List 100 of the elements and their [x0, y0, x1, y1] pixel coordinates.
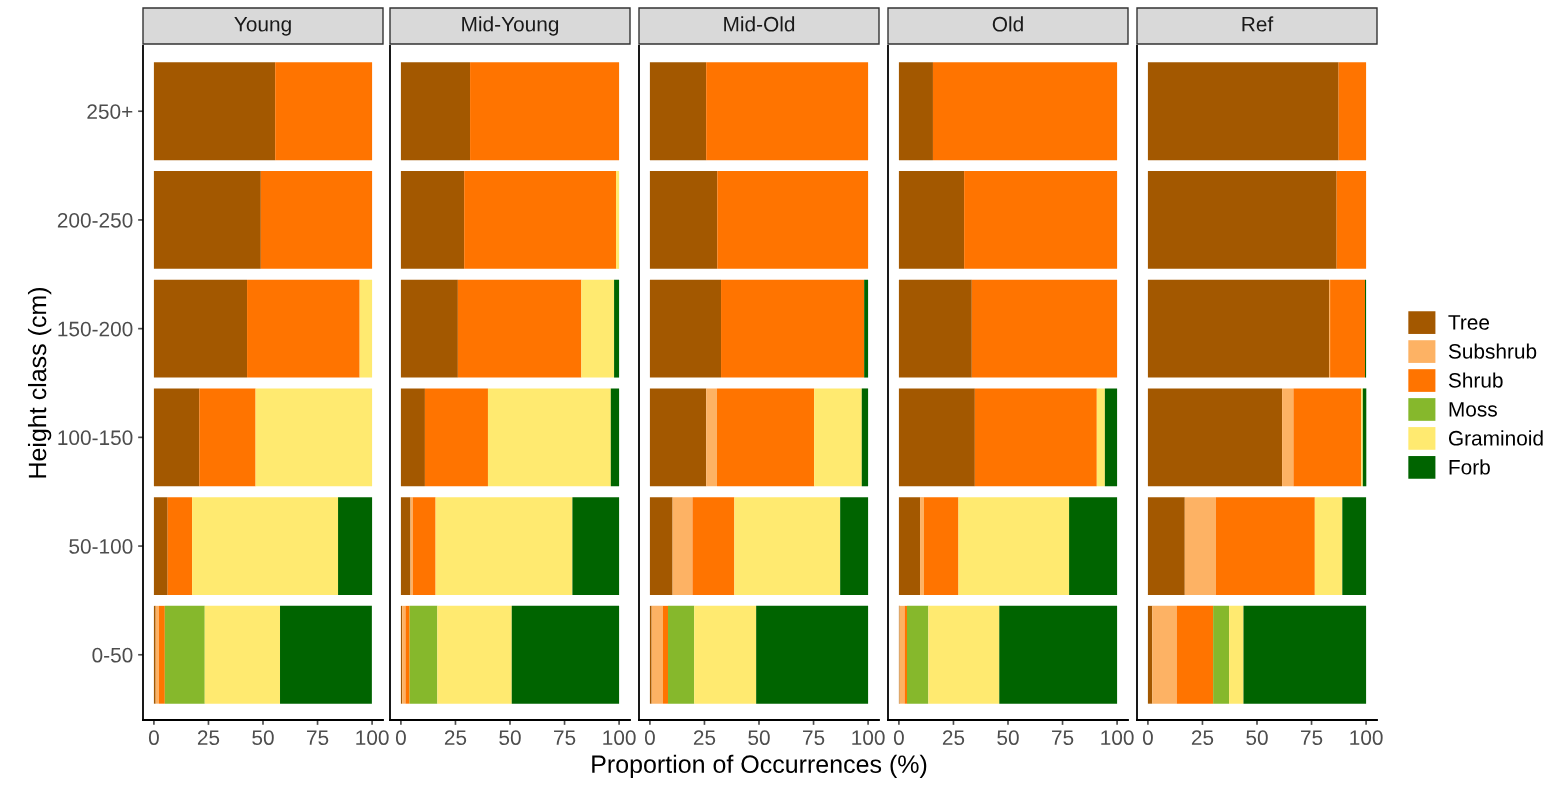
bar [359, 279, 373, 378]
bar [1147, 171, 1337, 269]
bar [1213, 605, 1230, 704]
x-tick-label: 0 [395, 730, 406, 746]
bar [581, 279, 615, 378]
bar [958, 497, 1070, 595]
bar [614, 279, 620, 378]
bar [716, 388, 815, 487]
bar [167, 497, 193, 595]
bar [610, 388, 620, 487]
x-tick-label: 100 [603, 730, 636, 746]
bar [280, 605, 372, 704]
bar [409, 605, 438, 704]
bar [1229, 605, 1244, 704]
x-tick-label: 50 [1246, 730, 1268, 746]
chart-title: Young [234, 17, 291, 36]
legend-label: Subshrub [1448, 343, 1537, 359]
bar [651, 605, 663, 704]
bar [920, 497, 924, 595]
bar [400, 62, 471, 161]
x-tick-label: 50 [499, 730, 521, 746]
bar [470, 62, 620, 161]
bar [928, 605, 1000, 704]
bar [435, 497, 573, 595]
legend-label: Moss [1449, 402, 1497, 417]
bar [487, 388, 611, 487]
x-tick-label: 0 [893, 730, 904, 746]
bar [1330, 279, 1365, 378]
bar [692, 497, 735, 595]
bar [1147, 279, 1329, 378]
chart-title: Ref [1242, 16, 1274, 32]
bar [898, 388, 975, 487]
bar [410, 497, 413, 595]
bar [405, 605, 410, 704]
x-tick-label: 100 [852, 730, 885, 746]
bar [153, 497, 168, 595]
x-tick-label: 0 [148, 730, 159, 746]
x-axis-title: Proportion of Occurrences (%) [592, 754, 927, 778]
bar [721, 279, 865, 378]
y-tick-label: 100-150 [58, 430, 133, 446]
bar [717, 171, 869, 269]
x-tick-label: 25 [693, 730, 716, 746]
bar [706, 388, 717, 487]
bar [158, 605, 165, 704]
bar [668, 605, 695, 704]
bar [649, 171, 718, 269]
bar [649, 388, 707, 487]
x-tick-label: 25 [444, 730, 467, 746]
bar [864, 279, 869, 378]
x-tick-label: 100 [356, 730, 389, 746]
bar [840, 497, 869, 595]
bar [906, 605, 929, 704]
bar [1147, 388, 1283, 487]
bar [275, 62, 373, 161]
bar [572, 497, 620, 595]
bar [412, 497, 436, 595]
x-tick-label: 75 [803, 730, 825, 746]
bar [1314, 497, 1343, 595]
bar [649, 62, 707, 161]
x-tick-label: 75 [307, 730, 329, 746]
bar [1147, 497, 1185, 595]
bar [964, 171, 1118, 269]
bar [1147, 62, 1339, 161]
bar [511, 605, 620, 704]
bar [464, 171, 617, 269]
bar [734, 497, 841, 595]
bar [899, 605, 905, 704]
bar [1293, 388, 1362, 487]
x-tick-label: 50 [997, 730, 1019, 746]
x-tick-label: 25 [1191, 730, 1214, 746]
x-tick-label: 50 [748, 730, 770, 746]
bar [756, 605, 869, 704]
x-tick-label: 100 [1101, 730, 1134, 746]
bar [400, 171, 465, 269]
bar [400, 497, 411, 595]
bar [694, 605, 757, 704]
bar [153, 279, 248, 378]
x-tick-label: 75 [1301, 730, 1323, 746]
bar [649, 279, 722, 378]
x-tick-label: 0 [644, 730, 655, 746]
bar [1338, 62, 1367, 161]
bar [164, 605, 205, 704]
y-tick-label: 50-100 [69, 539, 133, 554]
y-axis-title: Height class (cm) [27, 288, 52, 478]
chart-title: Mid-Young [462, 16, 559, 36]
bar [999, 605, 1118, 704]
bar [1282, 388, 1294, 487]
x-tick-label: 0 [1142, 730, 1153, 746]
bar [1096, 388, 1105, 487]
bar [457, 279, 582, 378]
bar [974, 388, 1097, 487]
bar [1243, 605, 1367, 704]
x-tick-label: 25 [197, 730, 220, 746]
x-tick-label: 100 [1350, 730, 1383, 746]
bar [400, 388, 425, 487]
bar [1184, 497, 1216, 595]
bar [861, 388, 869, 487]
y-tick-label: 200-250 [57, 212, 133, 228]
bar [616, 171, 620, 269]
legend-label: Tree [1448, 315, 1490, 330]
